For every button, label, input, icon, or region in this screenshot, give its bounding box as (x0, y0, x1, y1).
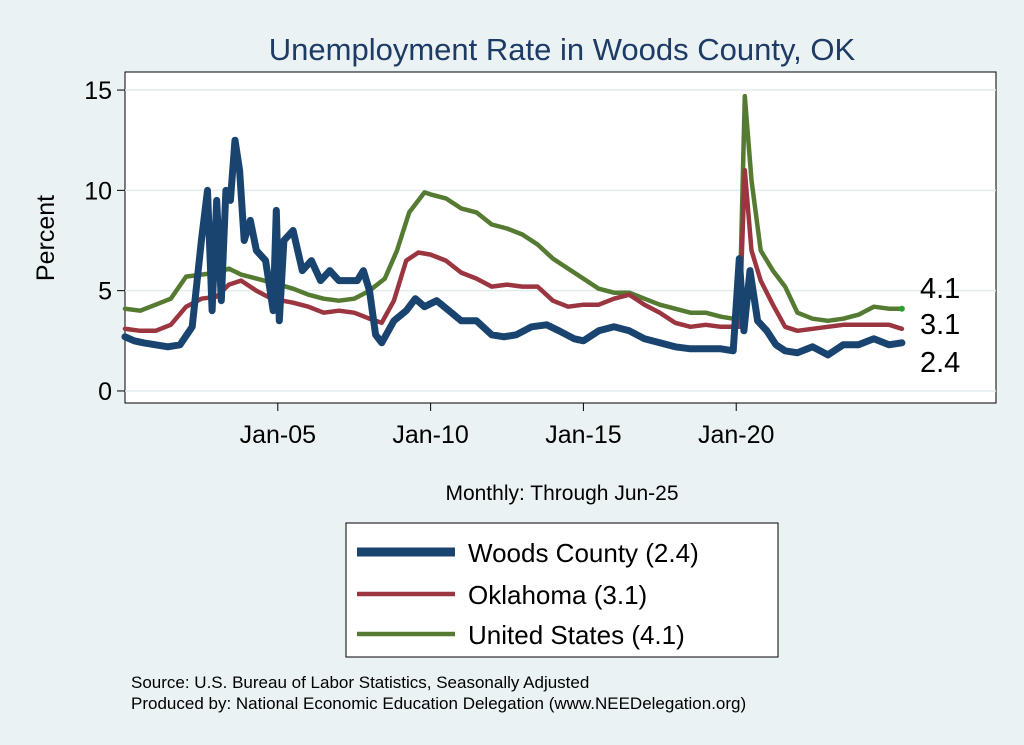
end-labels: 2.4 3.1 4.1 (920, 273, 960, 379)
producer-line: Produced by: National Economic Education… (131, 694, 747, 713)
end-label-oklahoma: 3.1 (920, 309, 960, 341)
y-axis: 0 5 10 15 (84, 77, 125, 406)
y-axis-label: Percent (32, 195, 60, 281)
y-tick-label-15: 15 (84, 77, 112, 105)
x-tick-label-Jan-10: Jan-10 (392, 421, 468, 449)
series-line-oklahoma (122, 168, 905, 334)
end-label-woods-county: 2.4 (920, 347, 960, 379)
source-line: Source: U.S. Bureau of Labor Statistics,… (131, 673, 590, 692)
y-tick-label-10: 10 (84, 177, 112, 205)
x-axis: Jan-05 Jan-10 Jan-15 Jan-20 (240, 403, 774, 449)
y-tick-label-5: 5 (98, 278, 112, 306)
x-tick-label-Jan-20: Jan-20 (698, 421, 774, 449)
x-tick-label-Jan-05: Jan-05 (240, 421, 316, 449)
legend-label-oklahoma: Oklahoma (3.1) (468, 580, 647, 610)
legend-label-united-states: United States (4.1) (468, 620, 685, 650)
end-marker-united-states (898, 305, 905, 312)
legend-label-woods-county: Woods County (2.4) (468, 538, 699, 568)
y-tick-label-0: 0 (98, 378, 112, 406)
chart-title: Unemployment Rate in Woods County, OK (269, 32, 856, 67)
series-line-woods-county (121, 136, 906, 359)
x-tick-label-Jan-15: Jan-15 (545, 421, 621, 449)
series-line-united-states (122, 93, 905, 324)
x-axis-label: Monthly: Through Jun-25 (445, 482, 678, 505)
end-label-united-states: 4.1 (920, 273, 960, 305)
source-note: Source: U.S. Bureau of Labor Statistics,… (131, 672, 746, 714)
legend: Woods County (2.4) Oklahoma (3.1) United S… (345, 522, 779, 658)
series-lines (121, 93, 906, 359)
